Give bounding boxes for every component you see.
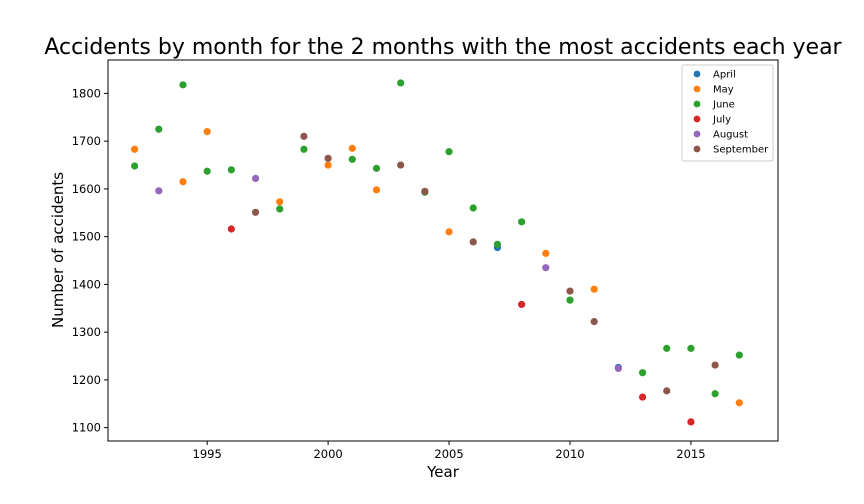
data-point-june [445,148,453,156]
y-tick-label: 1100 [72,421,101,435]
data-point-may [324,161,332,169]
data-point-september [663,387,671,395]
data-point-july [687,418,695,426]
legend-label: April [713,70,736,81]
data-point-september [300,132,308,140]
data-point-june [518,218,526,226]
data-point-june [566,296,574,304]
legend-marker [693,85,701,93]
legend-marker [693,100,701,108]
data-point-may [348,144,356,152]
legend-marker [693,145,701,153]
data-point-june [348,155,356,163]
data-point-august [542,264,550,272]
data-point-june [687,344,695,352]
data-point-september [397,161,405,169]
legend-label: July [712,115,731,126]
legend: April May June July August September [681,64,774,162]
data-point-june [276,205,284,213]
data-point-august [251,174,260,183]
data-point-july [518,300,526,309]
data-point-august [614,364,622,373]
y-tick-label: 1500 [72,230,101,244]
plot-frame [107,59,779,442]
data-point-june [227,166,235,174]
data-point-may [276,198,284,206]
legend-marker [693,115,701,123]
legend-marker [693,130,701,138]
axis-ticks: 1995 2000 2005 2010 2015 1100 1200 1300 1400 1500… [72,86,706,461]
data-point-june [711,390,719,398]
x-tick-label: 2010 [555,447,584,461]
data-point-june [397,79,405,87]
y-tick-label: 1700 [72,134,101,148]
data-point-august [155,187,163,195]
data-point-september [469,238,477,246]
y-tick-label: 1200 [72,373,101,387]
chart-title: Accidents by month for the 2 months with… [44,35,842,60]
x-tick-label: 2015 [676,447,705,461]
data-point-may [203,128,211,136]
data-point-september [590,318,598,326]
x-tick-label: 2005 [434,447,463,461]
data-point-june [203,167,211,175]
data-point-june [735,351,743,359]
data-point-september [566,287,574,295]
data-point-may [179,178,187,186]
data-point-may [445,228,453,236]
data-point-june [469,204,477,212]
data-point-may [131,145,139,153]
data-point-may [735,399,743,407]
legend-label: August [713,130,748,141]
legend-label: September [713,145,769,156]
legend-box [681,64,774,162]
y-tick-label: 1600 [72,182,101,196]
data-point-may [590,285,598,293]
x-axis-label: Year [426,463,460,481]
data-point-june [131,162,139,170]
data-point-june [638,369,647,377]
data-point-september [711,361,719,369]
data-point-july [227,225,235,233]
x-tick-label: 2000 [313,447,342,461]
y-tick-label: 1800 [72,86,101,100]
x-tick-label: 1995 [193,447,222,461]
data-point-june [493,240,502,248]
data-point-june [300,145,308,153]
data-point-june [663,344,671,352]
legend-label: June [712,100,735,111]
data-point-september [421,187,429,195]
y-axis-label: Number of accidents [49,172,67,328]
data-point-june [155,125,163,133]
legend-label: May [713,85,734,96]
data-point-september [324,154,332,162]
data-point-july [638,393,647,401]
data-point-june [179,81,187,89]
legend-marker [693,70,701,78]
data-point-may [372,186,381,194]
data-point-september [251,208,260,216]
data-point-may [542,249,550,257]
data-point-june [372,164,381,172]
data-points [131,79,743,426]
y-tick-label: 1300 [72,325,101,339]
y-tick-label: 1400 [72,277,101,291]
